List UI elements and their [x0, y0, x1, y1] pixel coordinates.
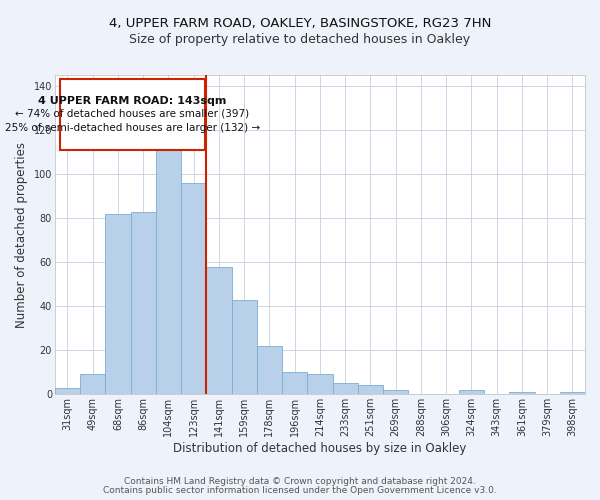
- X-axis label: Distribution of detached houses by size in Oakley: Distribution of detached houses by size …: [173, 442, 467, 455]
- Bar: [106, 214, 131, 394]
- Bar: [257, 346, 282, 395]
- Bar: [206, 266, 232, 394]
- Bar: [509, 392, 535, 394]
- Bar: [332, 384, 358, 394]
- Text: 4, UPPER FARM ROAD, OAKLEY, BASINGSTOKE, RG23 7HN: 4, UPPER FARM ROAD, OAKLEY, BASINGSTOKE,…: [109, 18, 491, 30]
- Bar: [181, 183, 206, 394]
- Bar: [232, 300, 257, 394]
- Bar: [560, 392, 585, 394]
- Bar: [459, 390, 484, 394]
- Bar: [131, 212, 156, 394]
- Text: 25% of semi-detached houses are larger (132) →: 25% of semi-detached houses are larger (…: [5, 123, 260, 133]
- Text: 4 UPPER FARM ROAD: 143sqm: 4 UPPER FARM ROAD: 143sqm: [38, 96, 227, 106]
- Text: Contains HM Land Registry data © Crown copyright and database right 2024.: Contains HM Land Registry data © Crown c…: [124, 477, 476, 486]
- FancyBboxPatch shape: [60, 80, 205, 150]
- Bar: [282, 372, 307, 394]
- Bar: [55, 388, 80, 394]
- Y-axis label: Number of detached properties: Number of detached properties: [15, 142, 28, 328]
- Text: Contains public sector information licensed under the Open Government Licence v3: Contains public sector information licen…: [103, 486, 497, 495]
- Bar: [383, 390, 408, 394]
- Text: Size of property relative to detached houses in Oakley: Size of property relative to detached ho…: [130, 32, 470, 46]
- Text: ← 74% of detached houses are smaller (397): ← 74% of detached houses are smaller (39…: [16, 108, 250, 118]
- Bar: [80, 374, 106, 394]
- Bar: [358, 386, 383, 394]
- Bar: [156, 144, 181, 394]
- Bar: [307, 374, 332, 394]
